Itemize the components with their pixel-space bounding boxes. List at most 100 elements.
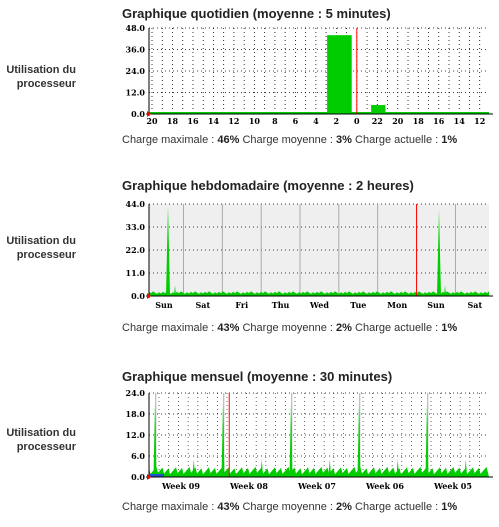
avg-label: Charge moyenne : (242, 134, 333, 146)
x-tick-label: 14 (208, 116, 220, 126)
y-tick-label: 44.0 (126, 199, 146, 209)
daily-row-label: Utilisation du processeur (0, 63, 76, 91)
x-tick-label: Tue (350, 300, 366, 310)
usage-spike (396, 459, 400, 477)
cur-label: Charge actuelle : (355, 322, 439, 334)
y-tick-label: 33.0 (126, 222, 146, 232)
y-tick-label: 36.0 (126, 45, 146, 55)
max-label: Charge maximale : (122, 322, 215, 334)
usage-spike (289, 403, 293, 477)
usage-spike (174, 285, 176, 296)
x-tick-label: 22 (372, 116, 383, 126)
axis-arrow-icon (147, 293, 151, 299)
x-tick-label: Sun (155, 300, 173, 310)
y-tick-label: 24.0 (126, 388, 146, 398)
monthly-chart: 0.0 6.0 12.0 18.0 24.0 Week 09 Week 08 Week 07 W… (126, 388, 493, 491)
avg-value: 3% (336, 134, 352, 146)
y-tick-label: 12.0 (126, 88, 146, 98)
x-tick-label: 10 (249, 116, 261, 126)
usage-spike (260, 459, 264, 477)
series-start-segment (150, 474, 164, 477)
x-tick-label: Sat (196, 300, 211, 310)
max-value: 46% (217, 134, 240, 146)
avg-value: 2% (336, 322, 352, 334)
avg-value: 2% (336, 501, 352, 513)
cur-label: Charge actuelle : (355, 501, 439, 513)
weekly-graph-title: Graphique hebdomadaire (moyenne : 2 heur… (122, 178, 414, 193)
row-label-line2: processeur (16, 78, 76, 90)
daily-chart: 0.012.024.036.048.020 18 16 14 12 10 8 6 4 2 0 22 20… (126, 23, 493, 126)
weekly-stats: Charge maximale : 43% Charge moyenne : 2… (122, 322, 457, 334)
usage-spike (464, 459, 468, 477)
y-tick-label: 0.0 (131, 472, 145, 482)
x-tick-label: 4 (313, 116, 319, 126)
row-label-line1: Utilisation du (6, 427, 76, 439)
x-tick-label: 2 (334, 116, 340, 126)
x-tick-label: 12 (228, 116, 239, 126)
usage-spike (221, 403, 225, 477)
x-tick-label: Fri (235, 300, 248, 310)
x-tick-label: 16 (187, 116, 199, 126)
x-tick-label: 0 (354, 116, 360, 126)
x-tick-label: 16 (433, 116, 445, 126)
baseline-trace (149, 112, 489, 114)
y-tick-label: 48.0 (126, 23, 146, 33)
x-tick-label: 8 (272, 116, 278, 126)
avg-label: Charge moyenne : (242, 501, 333, 513)
cur-value: 1% (441, 322, 458, 334)
x-tick-label: Thu (272, 300, 290, 310)
row-label-line2: processeur (16, 249, 76, 261)
y-tick-label: 18.0 (126, 409, 146, 419)
x-tick-label: Week 07 (297, 481, 336, 491)
usage-block (327, 35, 352, 114)
usage-spike (328, 459, 332, 477)
x-tick-label: 14 (454, 116, 466, 126)
x-tick-label: Wed (309, 300, 329, 310)
usage-spike (192, 459, 196, 477)
monthly-graph-title: Graphique mensuel (moyenne : 30 minutes) (122, 369, 393, 384)
usage-spike (425, 403, 429, 477)
x-tick-label: 18 (167, 116, 179, 126)
max-label: Charge maximale : (122, 134, 215, 146)
monthly-row-label: Utilisation du processeur (0, 426, 76, 454)
x-tick-label: Week 08 (229, 481, 268, 491)
usage-spike (357, 403, 361, 477)
row-label-line1: Utilisation du (6, 235, 76, 247)
y-tick-label: 11.0 (126, 268, 146, 278)
x-tick-label: Sat (468, 300, 483, 310)
x-tick-label: Week 06 (365, 481, 404, 491)
cur-value: 1% (441, 134, 458, 146)
y-tick-label: 0.0 (131, 109, 145, 119)
avg-label: Charge moyenne : (242, 322, 333, 334)
max-value: 43% (217, 501, 240, 513)
y-tick-label: 6.0 (131, 451, 145, 461)
max-value: 43% (217, 322, 240, 334)
weekly-chart: 0.0 11.0 22.0 33.0 44.0 Sun Sat Fri Thu Wed Tue Mon… (126, 199, 493, 310)
row-label-line2: processeur (16, 441, 76, 453)
daily-section: Graphique quotidien (moyenne : 5 minutes… (0, 0, 499, 155)
y-tick-label: 24.0 (126, 66, 146, 76)
usage-block (371, 105, 386, 114)
usage-area (149, 291, 489, 296)
axis-arrow-icon (147, 474, 151, 480)
y-tick-label: 0.0 (131, 291, 145, 301)
usage-spike (153, 403, 157, 477)
y-tick-label: 22.0 (126, 245, 146, 255)
row-label-line1: Utilisation du (6, 64, 76, 76)
x-tick-label: 18 (413, 116, 425, 126)
usage-spike (437, 210, 441, 296)
monthly-section: Graphique mensuel (moyenne : 30 minutes)… (0, 363, 499, 527)
cur-value: 1% (441, 501, 458, 513)
usage-spike (444, 285, 446, 296)
weekly-row-label: Utilisation du processeur (0, 234, 76, 262)
x-tick-label: Mon (387, 300, 407, 310)
monthly-stats: Charge maximale : 43% Charge moyenne : 2… (122, 501, 457, 513)
x-tick-label: Week 09 (161, 481, 200, 491)
y-tick-label: 12.0 (126, 430, 146, 440)
axis-arrow-icon (147, 111, 151, 117)
daily-stats: Charge maximale : 46% Charge moyenne : 3… (122, 134, 457, 146)
x-tick-label: Sun (427, 300, 445, 310)
weekly-section: Graphique hebdomadaire (moyenne : 2 heur… (0, 172, 499, 342)
cur-label: Charge actuelle : (355, 134, 439, 146)
x-tick-label: 6 (293, 116, 299, 126)
